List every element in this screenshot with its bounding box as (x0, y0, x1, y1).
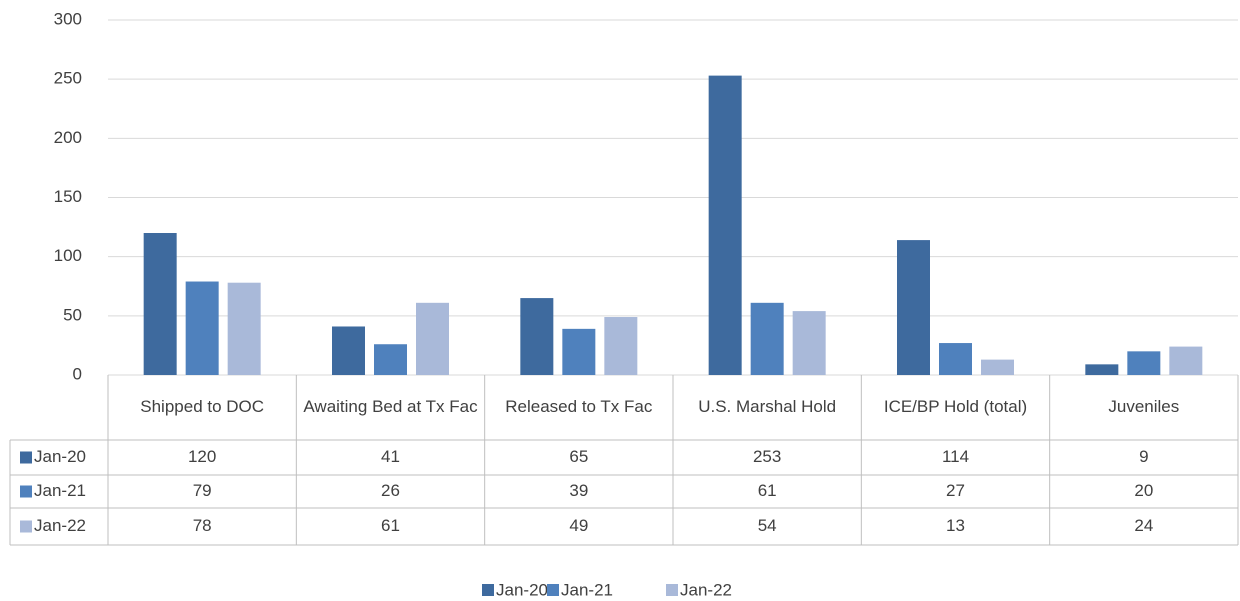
bar (897, 240, 930, 375)
legend-label: Jan-20 (496, 580, 548, 599)
legend-label: Jan-21 (561, 580, 613, 599)
category-cell: ICE/BP Hold (total) (883, 397, 1028, 417)
category-label: Released to Tx Fac (505, 397, 653, 417)
table-value: 39 (569, 481, 588, 500)
category-cell: Awaiting Bed at Tx Fac (303, 397, 478, 417)
legend-key (666, 584, 678, 596)
table-value: 49 (569, 516, 588, 535)
bar (520, 298, 554, 375)
table-value: 24 (1134, 516, 1153, 535)
category-label: Awaiting Bed at Tx Fac (303, 397, 478, 417)
bar (1169, 346, 1203, 375)
table-value: 79 (193, 481, 212, 500)
bar (939, 343, 972, 375)
bar (562, 328, 596, 375)
table-value: 41 (381, 447, 400, 466)
bar (416, 302, 449, 375)
table-legend-key (20, 485, 32, 498)
table-legend-label: Jan-20 (34, 447, 86, 466)
bar (981, 359, 1014, 375)
table-value: 61 (381, 516, 400, 535)
table-legend-key (20, 520, 32, 533)
category-label: ICE/BP Hold (total) (883, 397, 1028, 417)
category-cell: Released to Tx Fac (505, 397, 653, 417)
table-value: 61 (758, 481, 777, 500)
category-label: Juveniles (1108, 397, 1180, 417)
legend-label: Jan-22 (680, 580, 732, 599)
table-value: 54 (758, 516, 777, 535)
bar (227, 282, 261, 375)
category-cell: Juveniles (1108, 397, 1180, 417)
bar (374, 344, 407, 375)
table-value: 120 (188, 447, 216, 466)
y-tick-label: 300 (54, 9, 82, 28)
category-cell: U.S. Marshal Hold (698, 397, 837, 417)
table-legend-label: Jan-22 (34, 516, 86, 535)
category-label: Shipped to DOC (140, 397, 265, 417)
table-legend-key (20, 451, 32, 464)
table-value: 27 (946, 481, 965, 500)
y-tick-label: 50 (63, 305, 82, 324)
bar (708, 75, 742, 375)
bar (185, 281, 219, 375)
category-cell: Shipped to DOC (140, 397, 265, 417)
table-legend-label: Jan-21 (34, 481, 86, 500)
table-value: 9 (1139, 447, 1148, 466)
y-tick-label: 250 (54, 69, 82, 88)
bar (792, 311, 826, 375)
bar (143, 233, 177, 375)
table-value: 114 (942, 447, 969, 466)
bar (1127, 351, 1161, 375)
bar (750, 302, 784, 375)
y-tick-label: 200 (54, 128, 82, 147)
table-value: 26 (381, 481, 400, 500)
legend-key (482, 584, 494, 596)
table-value: 13 (946, 516, 965, 535)
bar (1085, 364, 1119, 375)
y-tick-label: 150 (54, 187, 82, 206)
table-value: 20 (1134, 481, 1153, 500)
table-value: 78 (193, 516, 212, 535)
y-tick-label: 0 (73, 364, 82, 383)
legend-key (547, 584, 559, 596)
bar (604, 317, 638, 375)
bar (332, 326, 365, 375)
table-value: 253 (753, 447, 781, 466)
y-tick-label: 100 (54, 246, 82, 265)
table-value: 65 (569, 447, 588, 466)
category-label: U.S. Marshal Hold (698, 397, 837, 417)
